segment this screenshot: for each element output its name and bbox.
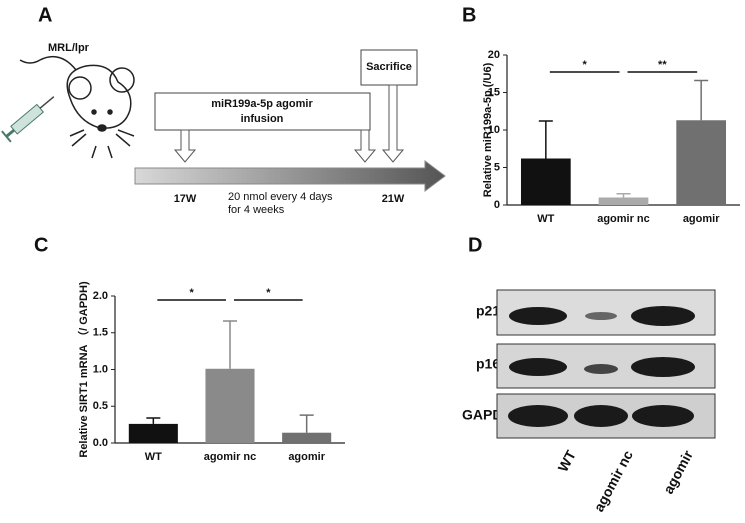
y-tick-label: 0.0 — [93, 437, 108, 449]
bar — [598, 197, 649, 205]
y-tick-label: 10 — [488, 124, 500, 136]
western-blot: p21 p16 GAPDH WT agomir nc agomir — [462, 289, 716, 514]
blot-row-label: p16 — [476, 356, 500, 372]
endpoint-box — [360, 49, 418, 86]
blot-lane-label: WT — [555, 447, 580, 474]
schedule-label: for 4 weeks — [228, 204, 285, 216]
schedule-label: 20 nmol every 4 days — [228, 191, 333, 203]
significance-label: ** — [658, 59, 667, 71]
error-bar — [694, 79, 709, 121]
blot-lane-label: agomir — [660, 447, 696, 496]
bar — [128, 423, 178, 443]
bar — [282, 432, 332, 443]
x-tick-label: agomir — [288, 451, 325, 463]
bar — [676, 120, 727, 205]
end-label: 21W — [382, 193, 405, 205]
significance-label: * — [266, 287, 271, 299]
error-bar — [299, 414, 314, 433]
panel-letter: D — [468, 234, 482, 256]
down-arrows — [173, 84, 405, 163]
y-tick-label: 20 — [488, 49, 500, 61]
significance-label: * — [190, 287, 195, 299]
panel-letter: A — [38, 4, 52, 26]
panel-letter: B — [462, 4, 476, 26]
panel-letter: C — [34, 234, 48, 256]
endpoint-label: Sacrifice — [366, 61, 412, 73]
syringe-icon — [1, 96, 55, 143]
y-tick-label: 0.5 — [93, 400, 108, 412]
x-tick-label: agomir nc — [204, 451, 257, 463]
y-tick-label: 0 — [494, 199, 500, 211]
error-bar — [146, 417, 161, 424]
y-tick-label: 2.0 — [93, 290, 108, 302]
time-arrow — [134, 160, 446, 192]
x-tick-label: WT — [537, 213, 554, 225]
y-axis-label: Relative SIRT1 mRNA （/ GAPDH) — [77, 281, 90, 458]
bar — [520, 158, 571, 205]
treatment-box — [154, 92, 371, 131]
y-tick-label: 1.5 — [93, 327, 108, 339]
blot-bands — [508, 306, 695, 427]
y-tick-label: 5 — [494, 161, 500, 173]
treatment-label: miR199a-5p agomir — [211, 98, 313, 110]
x-tick-label: agomir nc — [597, 213, 650, 225]
y-tick-label: 15 — [488, 86, 500, 98]
error-bar — [538, 120, 553, 159]
x-tick-label: agomir — [683, 213, 720, 225]
y-tick-label: 1.0 — [93, 363, 108, 375]
blot-lane-label: agomir nc — [590, 447, 636, 514]
timeline-diagram: MRL/lpr miR199a-5p agomir infusion Sacri… — [1, 42, 446, 216]
y-axis-label: Relative miR199a-5p (/U6) — [482, 62, 494, 197]
blot-row-label: p21 — [476, 303, 500, 319]
error-bar — [616, 193, 631, 198]
treatment-label: infusion — [241, 113, 284, 125]
strain-label: MRL/lpr — [48, 42, 90, 54]
bar — [205, 368, 255, 443]
start-label: 17W — [174, 193, 197, 205]
x-tick-label: WT — [145, 451, 162, 463]
mouse-icon — [19, 55, 135, 159]
significance-label: * — [583, 59, 588, 71]
error-bar — [223, 320, 237, 369]
